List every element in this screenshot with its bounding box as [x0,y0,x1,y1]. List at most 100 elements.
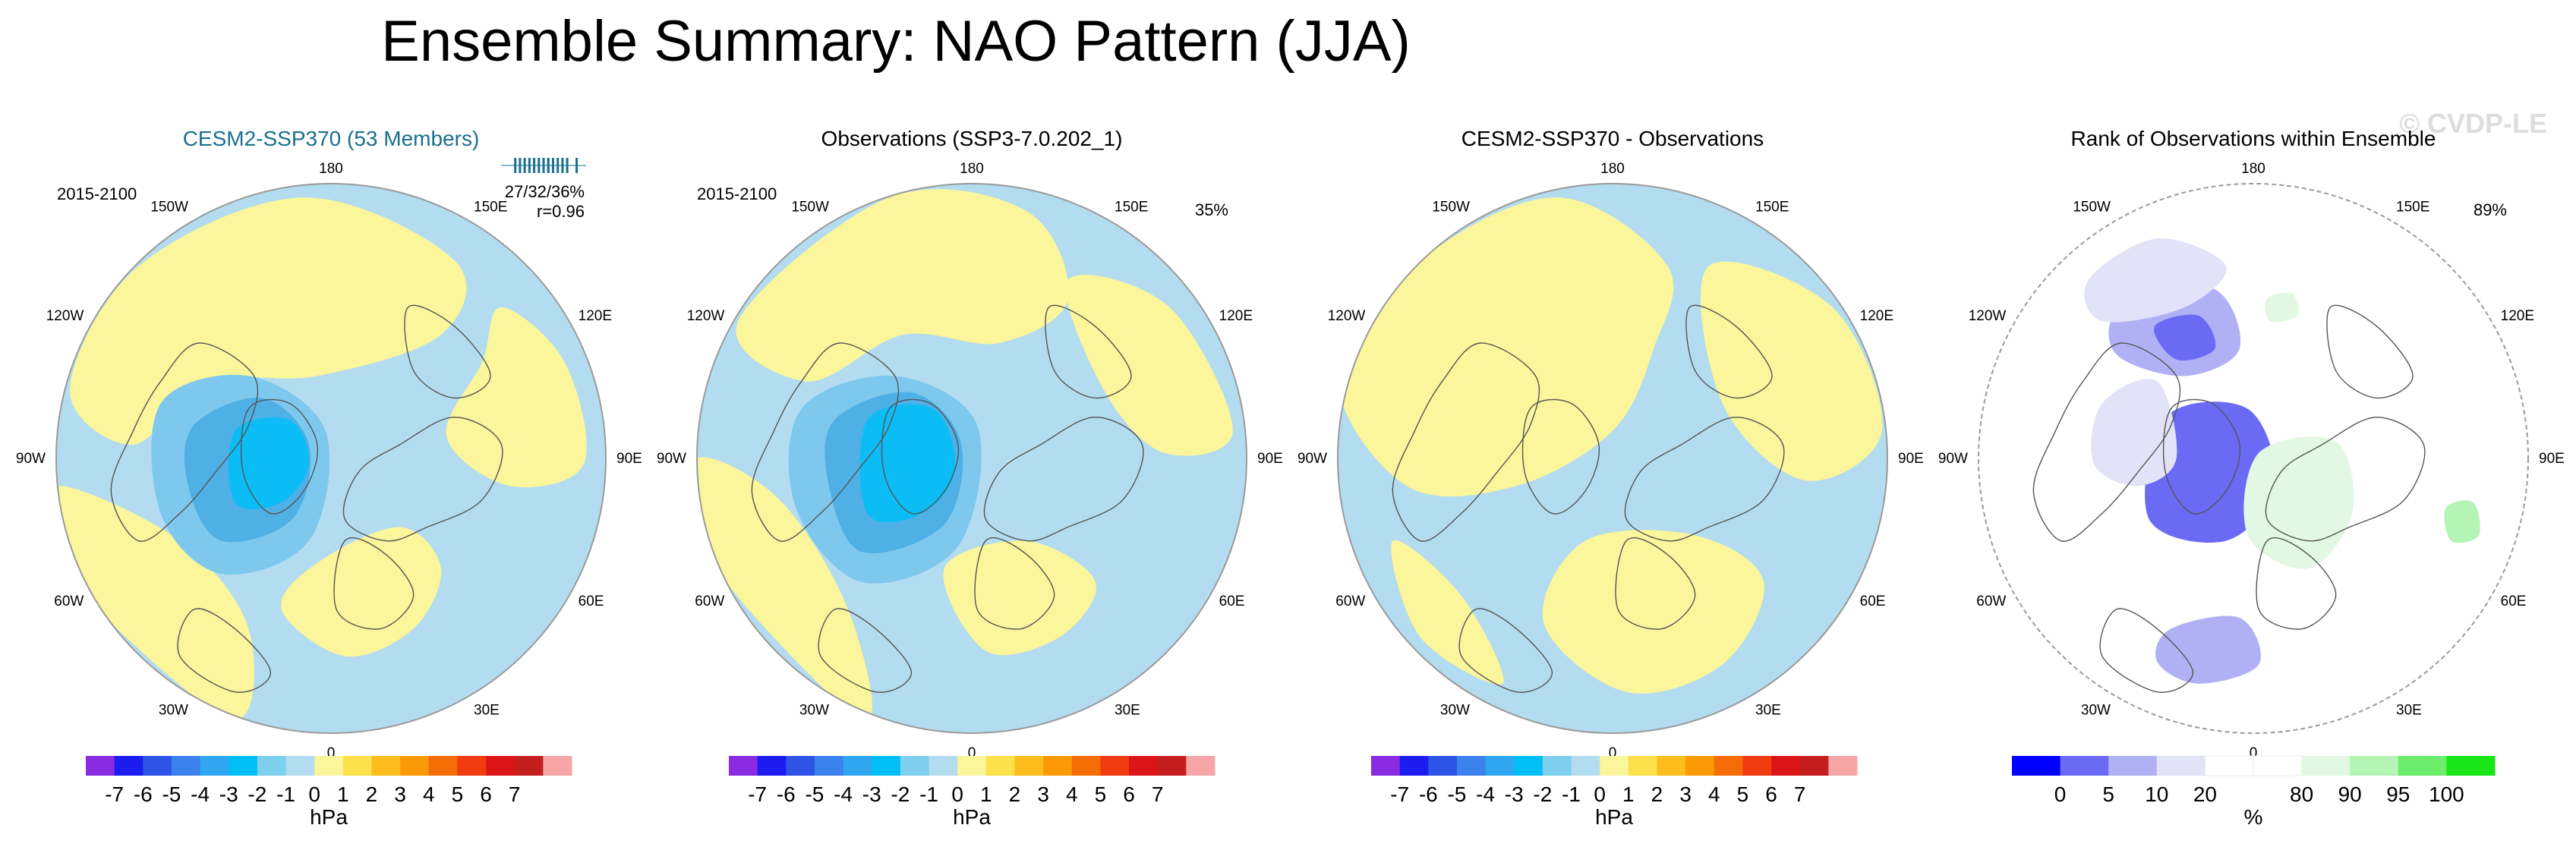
lon-label-60E: 60E [1219,594,1245,609]
coastline [177,608,272,693]
colorbar-swatch [257,756,287,776]
colorbar-swatch [285,756,315,776]
lon-label-60E: 60E [579,594,604,609]
coastline [1685,304,1773,399]
positive-region [1065,275,1233,456]
colorbar-swatch [1799,756,1829,776]
colorbar-tick: 1 [980,782,992,806]
lon-label-0: 0 [968,745,976,761]
panel-title: Observations (SSP3-7.0.202_1) [821,127,1123,150]
lon-label-90E: 90E [1257,451,1283,467]
colorbar-swatch [2398,756,2447,776]
lon-label-30W: 30W [1440,703,1470,719]
lon-label-180: 180 [1600,161,1625,177]
lon-label-60E: 60E [2501,594,2527,609]
lon-label-0: 0 [1609,745,1617,761]
lon-label-60W: 60W [695,594,724,609]
colorbar-tick: -7 [1390,782,1409,806]
coastline [2099,608,2194,693]
colorbar-tick: -6 [134,782,153,806]
colorbar-tick: -6 [777,782,796,806]
stats-label: 27/32/36% [505,182,585,201]
polar-map: 180 0 90W 90E 150W 150E 120W 120E 60W 60E 30W 30E [16,161,642,761]
positive-region [736,189,1069,382]
colorbar-tick: -1 [919,782,938,806]
map-border [696,183,1247,734]
lon-label-90E: 90E [616,451,642,467]
positive-region [446,307,587,488]
positive-region [280,527,442,657]
colorbar-tick: 3 [1679,782,1692,806]
lon-label-150E: 150E [1115,199,1148,215]
lon-label-60E: 60E [1860,594,1886,609]
colorbar-tick: 100 [2429,782,2464,806]
positive-region [943,540,1096,656]
coastline [974,537,1055,630]
coastline [2265,416,2426,542]
colorbar-hpa: -7 -6 -5 -4 -3 -2 -1 0 1 2 3 4 5 6 7 hPa [729,756,1215,829]
polar-map: 180 0 90W 90E 150W 150E 120W 120E 60W 60E 30W 30E [1297,161,1924,761]
colorbar-tick: 0 [2054,782,2067,806]
correlation-label: r=0.96 [537,202,585,221]
lon-label-150W: 150W [1432,199,1470,215]
colorbar-swatch [985,756,1015,776]
colorbar-swatch [2301,756,2351,776]
colorbar-tick: -5 [1447,782,1466,806]
colorbar-tick: 5 [1737,782,1749,806]
lon-label-90W: 90W [16,451,46,467]
explained-variance: 35% [1195,200,1228,219]
lon-label-90E: 90E [2539,451,2565,467]
colorbar-swatch [2204,755,2254,776]
coastline [342,416,503,542]
colorbar-swatch [1685,756,1715,776]
colorbar-tick: -4 [191,782,210,806]
colorbar-tick: -2 [891,782,910,806]
period-label: 2015-2100 [57,184,137,203]
positive-region [1542,530,1764,694]
colorbar-swatch [900,756,930,776]
colorbar-swatch [428,756,458,776]
colorbar-tick: -7 [105,782,124,806]
positive-region [56,486,254,719]
colorbar-tick: -5 [805,782,824,806]
coastline [751,342,900,542]
colorbar-swatch [86,756,115,776]
colorbar-swatch [1628,756,1657,776]
colorbar-tick: 2 [1651,782,1663,806]
lon-label-30E: 30E [1755,703,1781,719]
colorbar-tick: 6 [1765,782,1777,806]
colorbar-swatch [1129,756,1159,776]
colorbar-swatch [1771,756,1801,776]
colorbar-swatch [1571,756,1600,776]
colorbar-swatch [143,756,172,776]
positive-region [697,457,872,719]
lon-label-150E: 150E [2396,199,2429,215]
colorbar-swatch [1514,756,1543,776]
colorbar-swatch [1456,756,1487,776]
rank-region [2243,436,2354,569]
lon-label-120W: 120W [1969,308,2007,324]
lon-label-30E: 30E [1115,703,1140,719]
lon-label-150W: 150W [791,199,829,215]
coastline [1458,608,1553,693]
colorbar-swatch [2060,756,2109,776]
lon-label-120E: 120E [579,308,612,324]
colorbar-tick: -4 [1476,782,1495,806]
colorbar-units: hPa [1595,805,1633,829]
colorbar-hpa: -7 -6 -5 -4 -3 -2 -1 0 1 2 3 4 5 6 7 hPa [1371,756,1858,829]
lon-label-150W: 150W [2073,199,2111,215]
colorbar-tick: 10 [2145,782,2168,806]
colorbar-swatch [486,756,516,776]
lon-label-30W: 30W [799,703,829,719]
colorbar-tick: 4 [1708,782,1720,806]
colorbar-tick: -6 [1419,782,1438,806]
colorbar-swatch [342,756,372,776]
lon-label-90W: 90W [657,451,686,467]
coastline [1521,398,1600,515]
colorbar-tick: 4 [1066,782,1078,806]
colorbar-swatch [729,756,758,776]
lon-label-120W: 120W [687,308,725,324]
colorbar-tick: 0 [951,782,963,806]
colorbar-swatch [843,756,872,776]
polar-map: 180 0 90W 90E 150W 150E 120W 120E 60W 60E 30W 30E [657,161,1283,761]
